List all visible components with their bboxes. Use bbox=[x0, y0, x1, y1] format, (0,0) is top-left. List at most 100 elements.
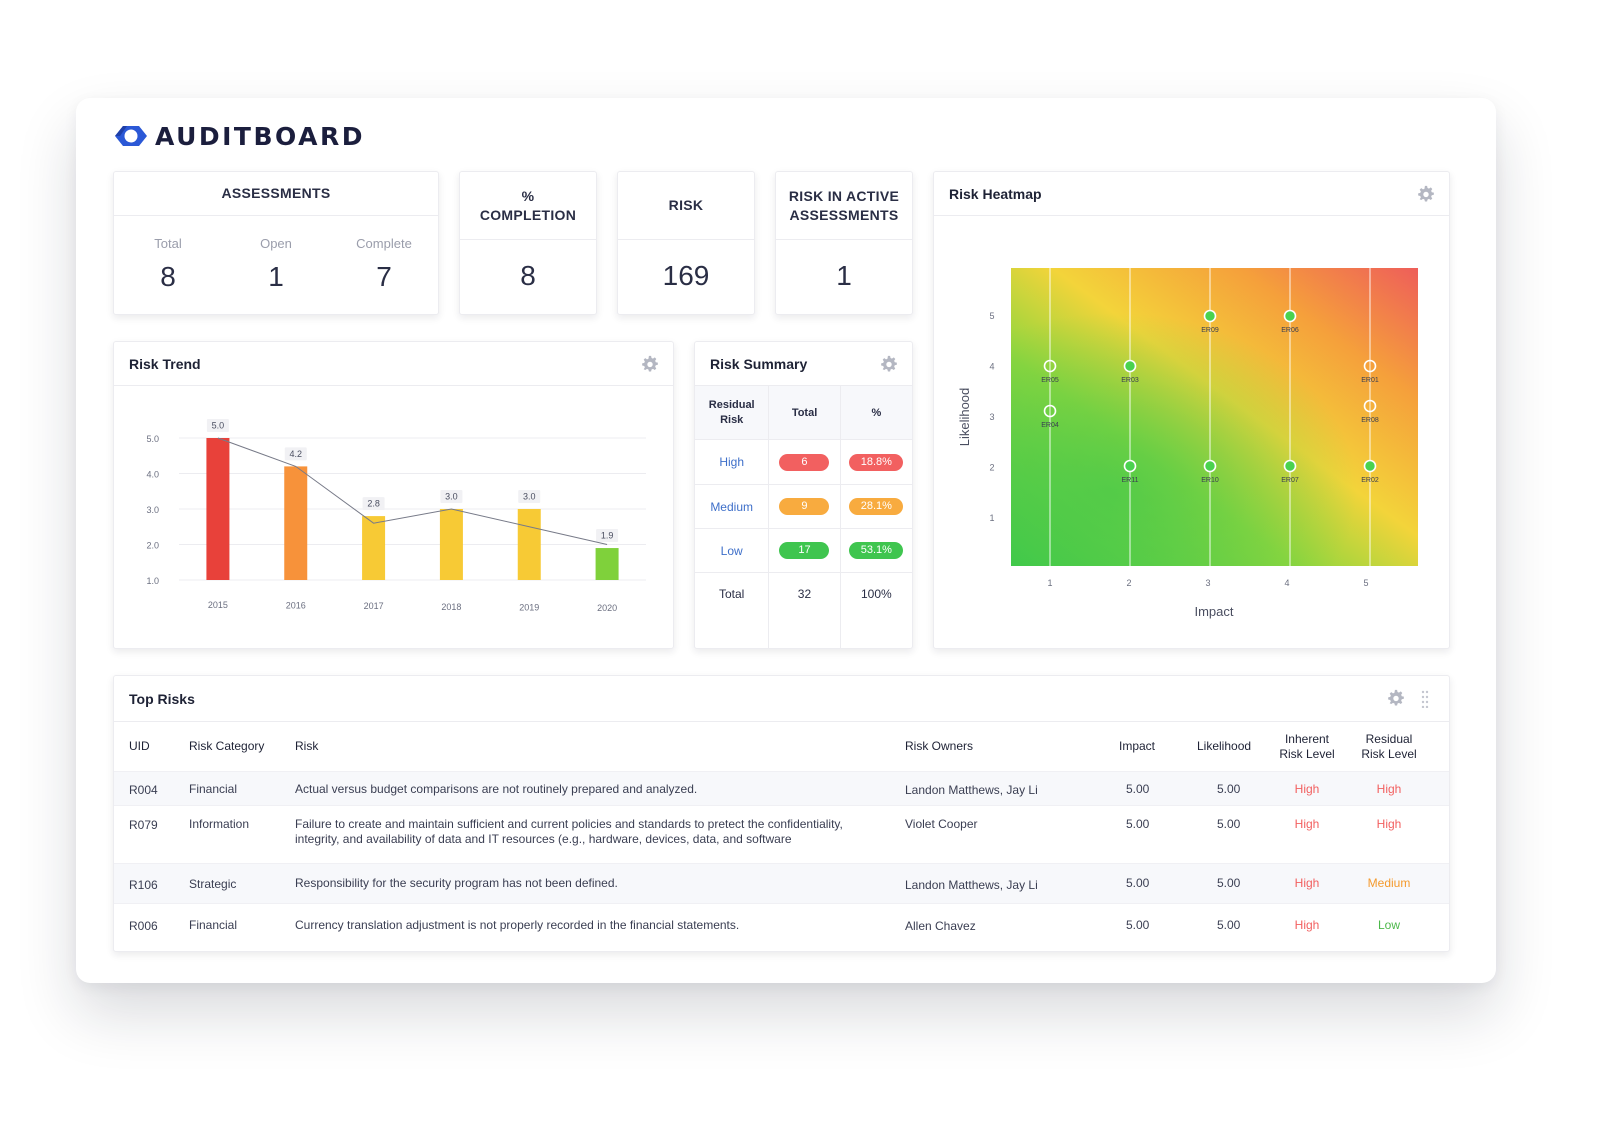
col-residual-risk: Residual Risk bbox=[695, 386, 770, 439]
risk-active-title: RISK IN ACTIVE ASSESSMENTS bbox=[776, 172, 912, 240]
risk-summary-row-low[interactable]: Low 17 53.1% bbox=[695, 529, 912, 573]
risk-trend-title: Risk Trend bbox=[129, 355, 201, 372]
col-residual-line1: Residual bbox=[1365, 732, 1413, 746]
gear-icon[interactable] bbox=[1417, 185, 1435, 203]
risk-point-ER07 bbox=[1283, 459, 1297, 473]
risk-point-ER08 bbox=[1363, 399, 1377, 413]
y-tick-label: 4.0 bbox=[146, 470, 159, 480]
gear-icon[interactable] bbox=[880, 355, 898, 373]
col-percent: % bbox=[871, 406, 882, 419]
risk-summary-row-medium[interactable]: Medium 9 28.1% bbox=[695, 485, 912, 529]
y-tick-label: 1 bbox=[989, 513, 994, 523]
y-tick-label: 5.0 bbox=[146, 434, 159, 444]
risk-point-label: ER10 bbox=[1201, 477, 1219, 484]
risk-category: Financial bbox=[189, 918, 238, 932]
assessments-card[interactable]: ASSESSMENTS Total 8 Open 1 Complete 7 bbox=[113, 171, 439, 315]
risk-point-ER01 bbox=[1363, 359, 1377, 373]
risk-uid[interactable]: R079 bbox=[129, 818, 158, 832]
risk-uid[interactable]: R006 bbox=[129, 919, 158, 933]
data-label-bg bbox=[206, 419, 229, 432]
col-residual-risk-level[interactable]: Residual Risk Level bbox=[1354, 732, 1424, 762]
assessments-open-label: Open bbox=[260, 236, 292, 251]
bar-2017 bbox=[362, 516, 386, 580]
drag-handle-icon[interactable] bbox=[1421, 690, 1429, 708]
table-row[interactable]: R006 Financial Currency translation adju… bbox=[114, 904, 1449, 946]
col-uid[interactable]: UID bbox=[129, 739, 150, 753]
brand-logo[interactable]: AUDITBOARD bbox=[113, 121, 365, 151]
auditboard-logo-icon bbox=[115, 126, 147, 146]
risk-point-label: ER02 bbox=[1361, 477, 1379, 484]
data-label-bg bbox=[440, 490, 463, 503]
risk-summary-table: Residual Risk Total % High 6 18.8% Mediu… bbox=[695, 386, 912, 648]
data-label-bg bbox=[596, 529, 619, 543]
risk-active-card[interactable]: RISK IN ACTIVE ASSESSMENTS 1 bbox=[775, 171, 913, 315]
level-link-medium[interactable]: Medium bbox=[710, 499, 753, 514]
gear-icon[interactable] bbox=[641, 355, 659, 373]
table-row[interactable]: R106 Strategic Responsibility for the se… bbox=[114, 864, 1449, 904]
completion-title-line1: % bbox=[521, 187, 535, 204]
risk-likelihood: 5.00 bbox=[1217, 817, 1241, 831]
risk-owners: Landon Matthews, Jay Li bbox=[905, 878, 1038, 892]
col-inherent-risk-level[interactable]: Inherent Risk Level bbox=[1272, 732, 1342, 762]
table-row[interactable]: R004 Financial Actual versus budget comp… bbox=[114, 772, 1449, 806]
bar-2018 bbox=[439, 509, 463, 580]
risk-card[interactable]: RISK 169 bbox=[617, 171, 755, 315]
col-risk-owners[interactable]: Risk Owners bbox=[905, 739, 974, 753]
risk-description: Currency translation adjustment is not p… bbox=[295, 918, 740, 932]
data-label: 5.0 bbox=[212, 421, 225, 431]
risk-uid[interactable]: R106 bbox=[129, 878, 158, 892]
bar-2019 bbox=[517, 509, 541, 580]
inherent-level: High bbox=[1294, 817, 1320, 831]
col-impact[interactable]: Impact bbox=[1119, 739, 1156, 753]
assessments-open: Open 1 bbox=[223, 236, 330, 293]
risk-point-ER09 bbox=[1203, 309, 1217, 323]
risk-point-ER04 bbox=[1043, 404, 1057, 418]
gear-icon[interactable] bbox=[1387, 689, 1405, 707]
assessments-title: ASSESSMENTS bbox=[114, 172, 438, 216]
residual-level: Low bbox=[1377, 918, 1400, 932]
data-label-bg bbox=[362, 497, 385, 511]
risk-category: Strategic bbox=[189, 877, 237, 891]
y-tick-label: 2.0 bbox=[146, 541, 159, 551]
total-row-total: 32 bbox=[769, 573, 841, 648]
data-label-bg bbox=[284, 447, 307, 461]
x-tick-label: 5 bbox=[1363, 578, 1368, 588]
risk-summary-row-high[interactable]: High 6 18.8% bbox=[695, 440, 912, 485]
col-likelihood[interactable]: Likelihood bbox=[1197, 739, 1252, 753]
risk-point-label: ER06 bbox=[1281, 327, 1299, 334]
risk-uid[interactable]: R004 bbox=[129, 783, 158, 797]
col-residual-line2: Risk Level bbox=[1361, 747, 1417, 761]
col-total: Total bbox=[769, 386, 841, 439]
pct-pill-high: 18.8% bbox=[849, 453, 904, 471]
risk-description: Failure to create and maintain sufficien… bbox=[295, 817, 843, 846]
risk-point-label: ER11 bbox=[1122, 477, 1139, 484]
level-link-high[interactable]: High bbox=[719, 455, 744, 469]
col-risk-category[interactable]: Risk Category bbox=[189, 739, 265, 753]
x-tick-label: 2016 bbox=[286, 601, 306, 611]
col-inherent-line2: Risk Level bbox=[1279, 747, 1335, 761]
x-tick-label: 2015 bbox=[208, 600, 228, 610]
brand-name: AUDITBOARD bbox=[155, 121, 365, 151]
risk-active-value: 1 bbox=[836, 260, 852, 291]
x-tick-label: 2019 bbox=[519, 602, 539, 612]
assessments-open-value: 1 bbox=[268, 261, 284, 292]
completion-card[interactable]: % COMPLETION 8 bbox=[459, 171, 597, 315]
bar-2020 bbox=[595, 548, 619, 580]
level-link-low[interactable]: Low bbox=[720, 543, 743, 558]
trend-line bbox=[217, 437, 608, 545]
col-inherent-line1: Inherent bbox=[1284, 732, 1330, 746]
risk-summary-panel: Risk Summary Residual Risk Total % High … bbox=[694, 341, 913, 649]
x-tick-label: 4 bbox=[1284, 578, 1289, 588]
risk-impact: 5.00 bbox=[1126, 918, 1150, 932]
col-risk[interactable]: Risk bbox=[295, 739, 319, 753]
table-row[interactable]: R079 Information Failure to create and m… bbox=[114, 806, 1449, 864]
inherent-level: High bbox=[1294, 782, 1320, 796]
pct-pill-medium: 28.1% bbox=[849, 498, 904, 515]
risk-heatmap-title: Risk Heatmap bbox=[949, 185, 1042, 202]
x-tick-label: 2020 bbox=[597, 603, 617, 613]
risk-point-label: ER03 bbox=[1121, 377, 1139, 384]
risk-active-title-line1: RISK IN ACTIVE bbox=[788, 187, 900, 204]
risk-summary-total-row: Total 32 100% bbox=[695, 573, 912, 648]
completion-title-line2: COMPLETION bbox=[479, 206, 577, 223]
risk-category: Financial bbox=[189, 782, 238, 796]
